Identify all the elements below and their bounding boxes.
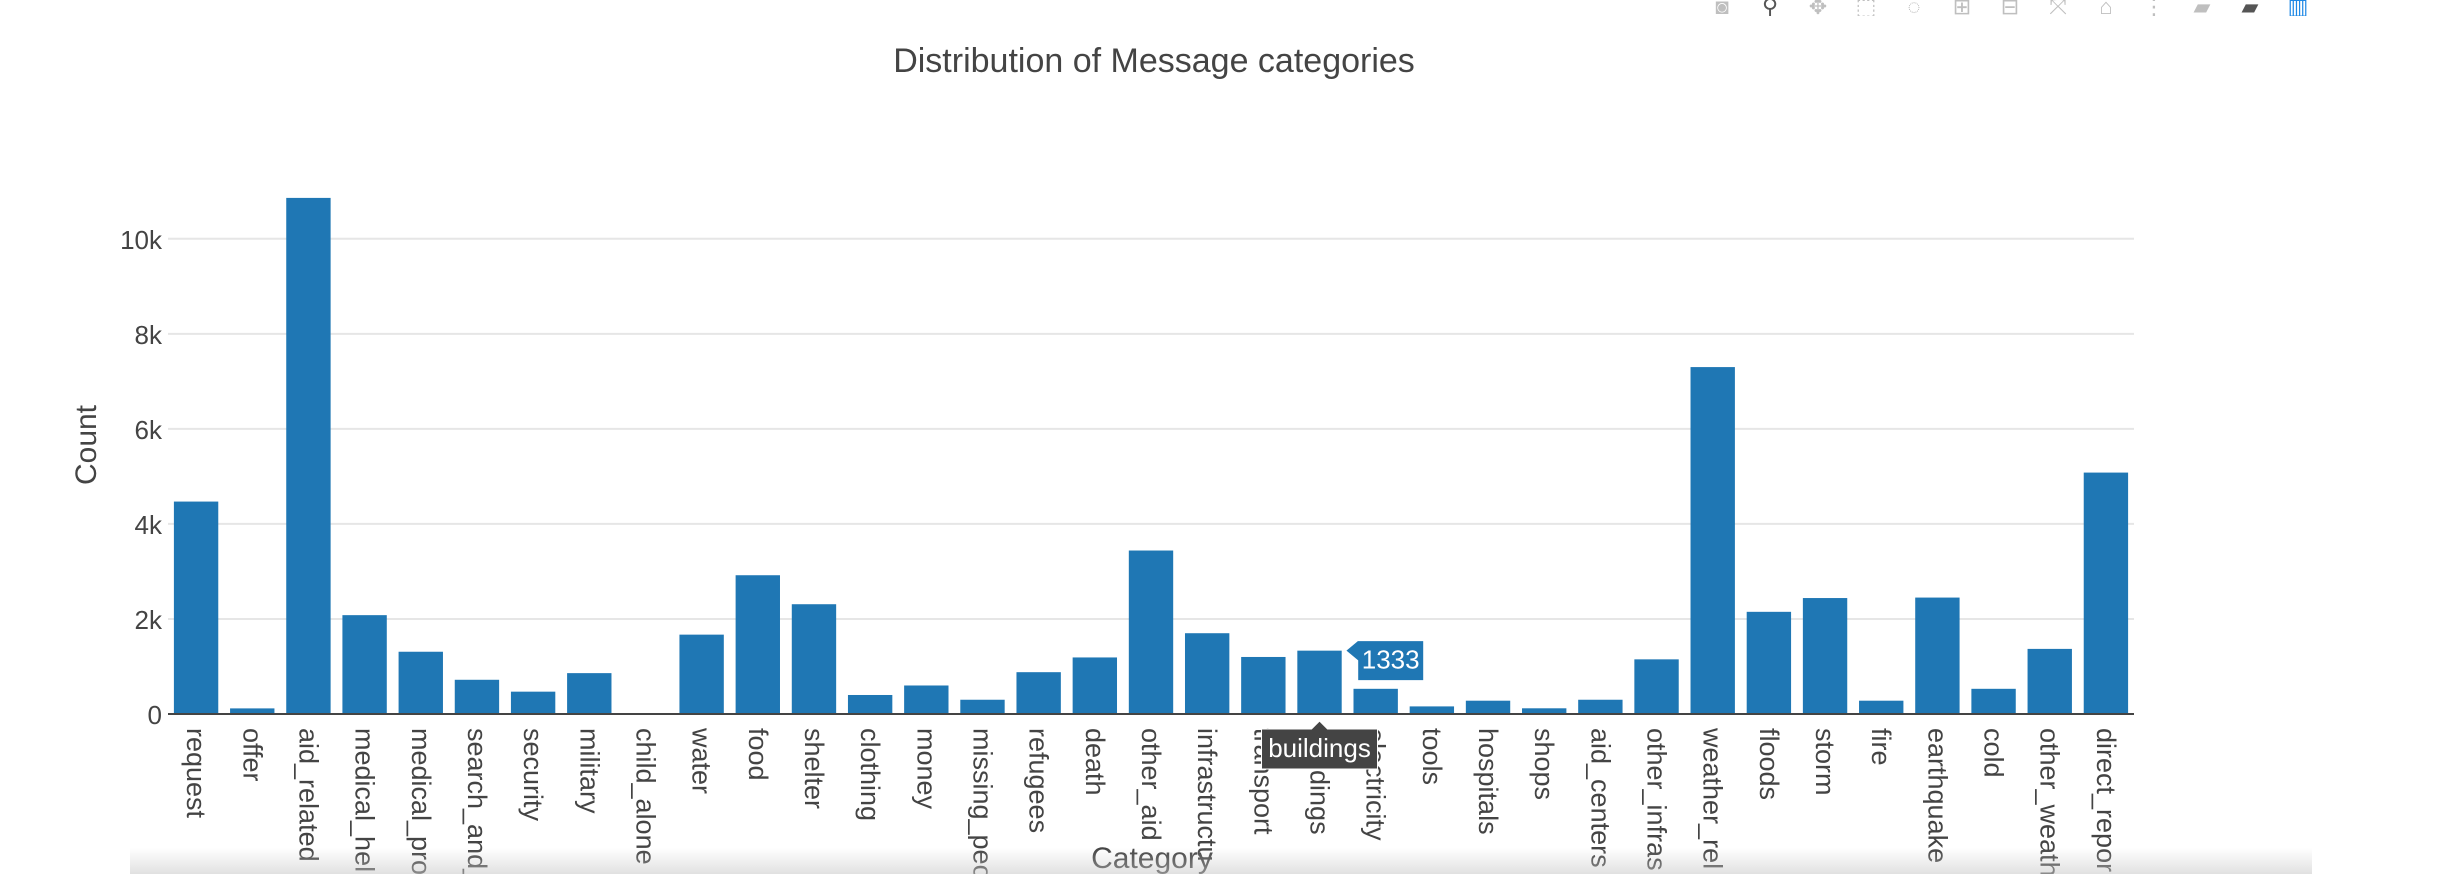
x-tick-label: money	[911, 728, 941, 810]
bar-food[interactable]	[735, 575, 780, 714]
hover-value-label: 1333	[1362, 645, 1420, 675]
x-tick-label: refugees	[1024, 728, 1054, 833]
bar-security[interactable]	[510, 691, 556, 714]
pan-icon[interactable]: ✥	[1808, 0, 1828, 16]
bar-shelter[interactable]	[791, 604, 837, 714]
x-tick-label: military	[574, 728, 604, 814]
bar-other_infrastructure[interactable]	[1634, 659, 1679, 714]
y-tick-label: 2k	[135, 605, 163, 635]
bar-direct_report[interactable]	[2083, 472, 2129, 714]
gridlines	[168, 237, 2134, 620]
y-tick-label: 4k	[135, 510, 163, 540]
x-tick-label: hospitals	[1473, 728, 1503, 835]
bar-other_aid[interactable]	[1128, 550, 1174, 714]
x-tick-label: child_alone	[630, 728, 660, 865]
bar-clothing[interactable]	[847, 694, 893, 714]
bar-money[interactable]	[904, 685, 949, 714]
hover-category-label: buildings	[1268, 733, 1371, 763]
x-tick-label: offer	[237, 728, 267, 782]
hover-compare-icon[interactable]: ▰	[2241, 0, 2259, 16]
x-tick-label: aid_related	[293, 728, 323, 862]
x-tick-label: security	[518, 728, 548, 822]
x-tick-label: infrastructu	[1192, 728, 1222, 862]
bar-cold[interactable]	[1971, 688, 2016, 714]
x-tick-label: aid_centers	[1585, 728, 1615, 868]
bar-buildings[interactable]	[1297, 650, 1342, 714]
y-tick-labels: 0 2k 4k 6k 8k 10k	[120, 225, 163, 730]
lasso-icon[interactable]: ◌	[1907, 0, 1921, 16]
x-tick-label: earthquake	[1922, 728, 1952, 863]
bar-medical_help[interactable]	[342, 615, 387, 714]
y-axis-title: Count	[70, 404, 103, 485]
hover-tooltip: 1333 buildings	[1261, 640, 1425, 770]
hover-category-box	[1261, 720, 1379, 770]
x-tick-label: other_aid	[1136, 728, 1166, 841]
x-tick-labels: request offer aid_related medical_hel medica…	[181, 727, 2121, 874]
bar-transport[interactable]	[1241, 656, 1286, 714]
zoom-out-icon[interactable]: ⊟	[2000, 0, 2020, 16]
x-tick-label: death	[1080, 728, 1110, 796]
plotly-logo-icon[interactable]: ▥	[2287, 0, 2309, 16]
x-tick-label: fire	[1866, 728, 1896, 766]
box-select-icon[interactable]: ⬚	[1855, 0, 1877, 16]
bar-search_and_rescue[interactable]	[454, 679, 500, 714]
zoom-in-icon[interactable]: ⊞	[1952, 0, 1972, 16]
bar-missing_people[interactable]	[960, 699, 1005, 714]
hover-closest-icon[interactable]: ▰	[2193, 0, 2211, 16]
x-tick-label: food	[743, 728, 773, 781]
bar-other_weather[interactable]	[2027, 648, 2072, 714]
bar-storm[interactable]	[1802, 598, 1848, 714]
autoscale-icon[interactable]: ⤧	[2049, 0, 2067, 16]
x-tick-label: other_infras	[1642, 728, 1672, 871]
x-tick-label: shops	[1529, 728, 1559, 800]
hover-value-box	[1344, 640, 1425, 682]
x-tick-label: weather_rel	[1698, 727, 1728, 869]
bar-tools[interactable]	[1409, 706, 1455, 714]
bar-aid_centers[interactable]	[1578, 699, 1623, 714]
x-tick-label: storm	[1810, 728, 1840, 796]
y-tick-label: 8k	[135, 320, 163, 350]
zoom-icon[interactable]: ⚲	[1761, 0, 1779, 16]
bar-floods[interactable]	[1746, 611, 1792, 714]
bar-fire[interactable]	[1859, 700, 1904, 714]
x-tick-label: clothing	[855, 728, 885, 821]
bar-request[interactable]	[173, 501, 219, 714]
x-tick-label: request	[181, 728, 211, 819]
reset-axes-icon[interactable]: ⌂	[2099, 0, 2113, 16]
bar-hospitals[interactable]	[1465, 700, 1511, 714]
bar-death[interactable]	[1072, 657, 1118, 714]
x-tick-label: tools	[1417, 728, 1447, 785]
bars	[173, 197, 2129, 714]
x-tick-label: shelter	[799, 728, 829, 809]
bar-earthquake[interactable]	[1915, 597, 1960, 714]
spike-lines-icon[interactable]: ⋮	[2143, 0, 2165, 16]
x-tick-label: cold	[1979, 728, 2009, 778]
chart-title: Distribution of Message categories	[893, 42, 1415, 80]
bar-water[interactable]	[679, 634, 724, 714]
bottom-shade	[130, 848, 2312, 874]
bar-electricity[interactable]	[1353, 688, 1398, 714]
x-tick-label: floods	[1754, 728, 1784, 800]
bar-infrastructure_related[interactable]	[1184, 633, 1230, 714]
bar-offer[interactable]	[230, 708, 275, 714]
modebar: ◙ ⚲ ✥ ⬚ ◌ ⊞ ⊟ ⤧ ⌂ ⋮ ▰ ▰ ▥	[1708, 0, 2312, 18]
y-tick-label: 0	[148, 700, 162, 730]
bar-shops[interactable]	[1522, 708, 1567, 714]
bar-military[interactable]	[567, 673, 612, 714]
bar-weather_related[interactable]	[1690, 367, 1735, 714]
y-tick-label: 10k	[120, 225, 163, 255]
camera-icon[interactable]: ◙	[1715, 0, 1729, 16]
x-tick-label: water	[687, 727, 717, 794]
bar-aid_related[interactable]	[286, 197, 331, 714]
bar-refugees[interactable]	[1016, 672, 1061, 714]
y-tick-label: 6k	[135, 415, 163, 445]
bar-medical_products[interactable]	[398, 651, 443, 714]
